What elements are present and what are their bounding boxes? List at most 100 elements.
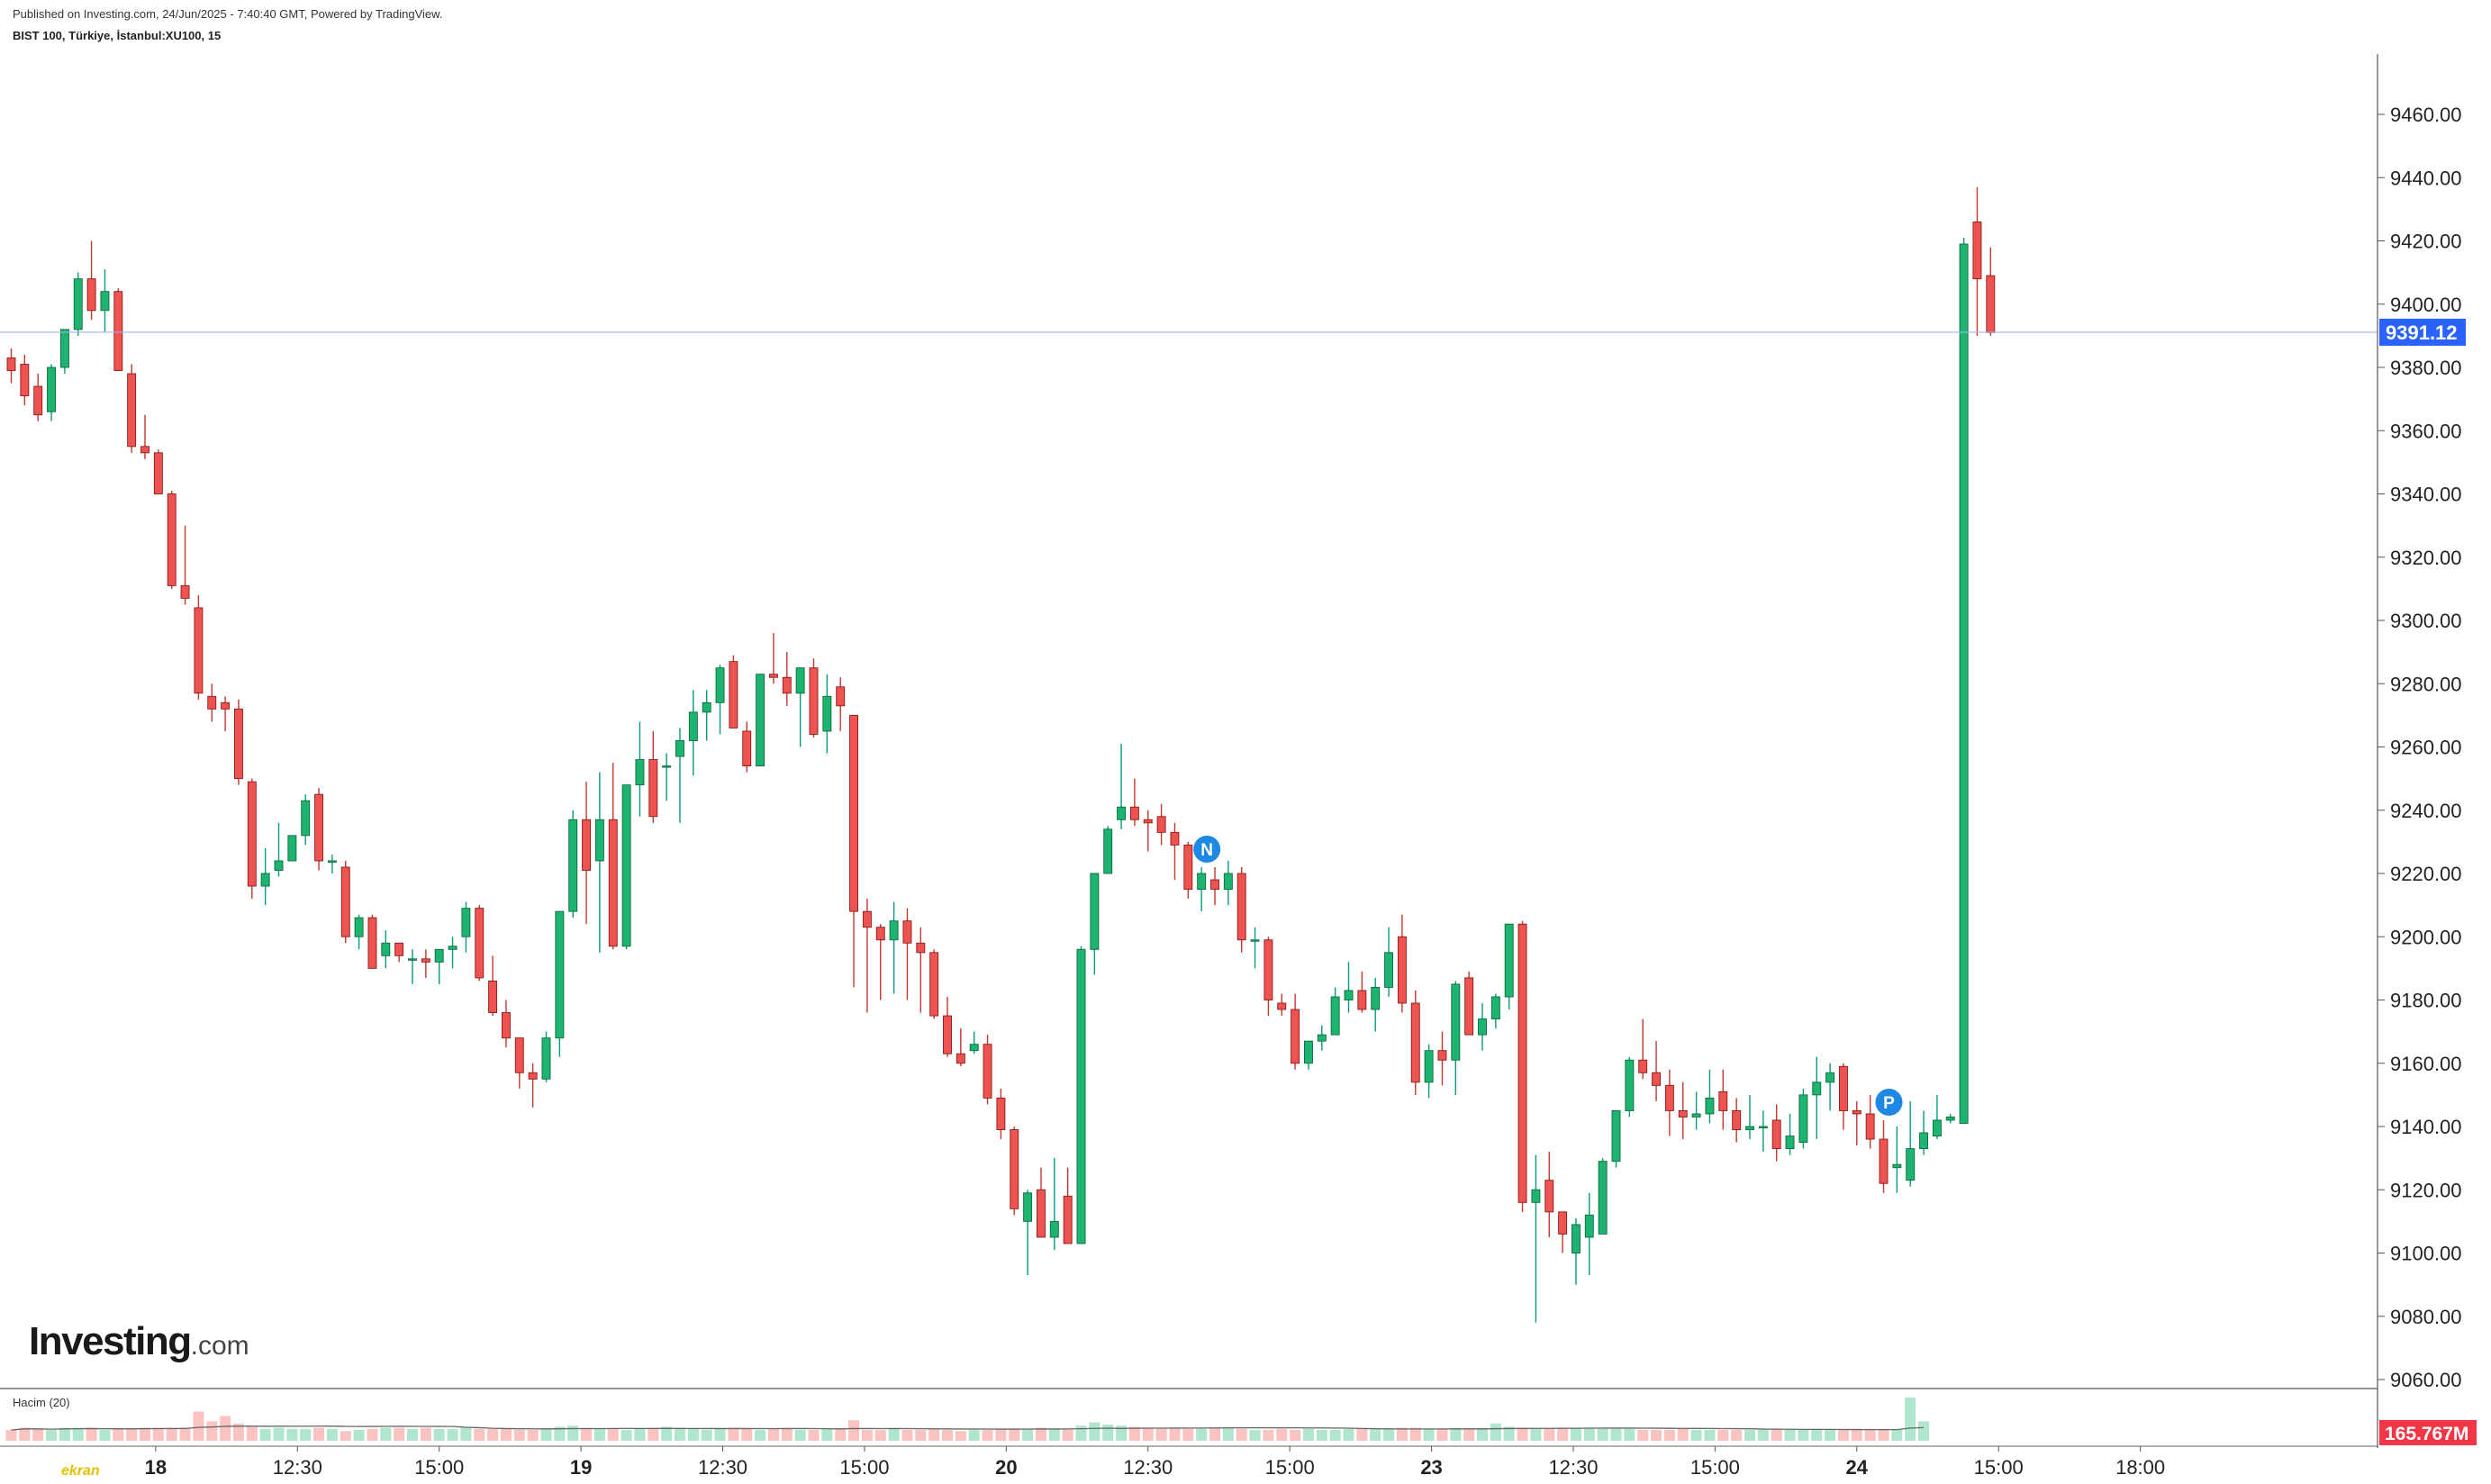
candle-body <box>568 819 578 912</box>
volume-bar <box>1409 1427 1421 1441</box>
candle <box>889 901 899 994</box>
candles-layer <box>6 186 1996 1323</box>
volume-bar <box>1517 1427 1528 1441</box>
candle <box>1945 1113 1955 1124</box>
candle-body <box>1611 1109 1621 1163</box>
volume-bar <box>593 1428 605 1441</box>
volume-bar <box>206 1421 218 1441</box>
candle <box>688 690 698 776</box>
candle <box>314 788 323 871</box>
candle <box>1812 1056 1822 1140</box>
candle <box>1652 1041 1662 1101</box>
candle-body <box>367 917 377 969</box>
volume-bar <box>675 1428 685 1441</box>
candle-body <box>795 667 805 694</box>
volume-bar <box>126 1428 138 1441</box>
candle-body <box>1598 1161 1608 1235</box>
candle-body <box>1143 819 1153 824</box>
candle <box>1129 778 1139 827</box>
candle <box>1517 920 1527 1212</box>
candle-body <box>675 740 684 757</box>
candle <box>1103 826 1113 874</box>
candle-body <box>528 1072 538 1080</box>
candle-body <box>301 800 311 837</box>
volume-bar <box>1731 1430 1743 1441</box>
candle-body <box>1236 873 1246 941</box>
candle <box>1183 841 1193 900</box>
volume-bar <box>326 1428 338 1441</box>
volume-bar <box>1610 1428 1622 1441</box>
volume-bar <box>460 1427 472 1441</box>
candle <box>1986 247 1996 336</box>
candle-body <box>59 329 69 368</box>
volume-bar <box>1263 1430 1274 1441</box>
volume-bar <box>1396 1427 1408 1441</box>
candle <box>408 949 417 984</box>
candle-body <box>1250 939 1260 942</box>
volume-bar <box>728 1427 739 1441</box>
volume-bar <box>1022 1428 1034 1441</box>
candle-body <box>47 366 56 412</box>
volume-bar <box>1463 1428 1475 1441</box>
volume-bar <box>1236 1428 1247 1441</box>
candle-body <box>448 946 457 950</box>
price-tick-label: 9120.00 <box>2390 1179 2462 1201</box>
volume-bar <box>1490 1423 1501 1441</box>
candle-body <box>1745 1126 1754 1130</box>
candle <box>6 348 16 384</box>
candle-body <box>983 1044 992 1099</box>
logo-suffix: .com <box>190 1331 249 1361</box>
candle-body <box>1397 936 1407 1004</box>
candle-body <box>394 942 404 956</box>
candle <box>956 1028 965 1067</box>
candle <box>1036 1167 1046 1238</box>
candle <box>1371 977 1381 1032</box>
time-axis[interactable]: 18 12:30 15:00 19 12:30 15:00 20 12:30 15:00 23 12… <box>0 1445 2378 1479</box>
candle <box>1705 1069 1715 1124</box>
volume-bar <box>848 1420 860 1441</box>
candle <box>1504 923 1514 1010</box>
candle-body <box>621 784 631 947</box>
investing-logo: Investing.com <box>29 1319 249 1364</box>
volume-bar <box>1075 1425 1087 1441</box>
price-tick-label: 9200.00 <box>2390 926 2462 948</box>
volume-bar <box>821 1428 833 1441</box>
candle-body <box>555 910 565 1039</box>
candle <box>127 364 137 453</box>
candle-body <box>594 819 604 862</box>
candle <box>1277 993 1287 1017</box>
candle-body <box>1798 1094 1808 1144</box>
candle <box>1223 860 1233 906</box>
time-tick-label: 20 <box>995 1456 1017 1479</box>
candle-body <box>1317 1034 1327 1042</box>
volume-bar <box>1142 1427 1154 1441</box>
candle-body <box>488 980 498 1014</box>
volume-bar <box>433 1428 445 1441</box>
volume-bar <box>500 1428 512 1441</box>
time-tick-label: 23 <box>1420 1456 1442 1479</box>
volume-bar <box>246 1425 258 1441</box>
time-tick-label: 12:30 <box>698 1456 747 1479</box>
candle <box>1490 993 1500 1029</box>
candle <box>809 658 819 737</box>
candle-body <box>113 291 123 371</box>
candle <box>1691 1091 1701 1130</box>
candle <box>47 364 56 421</box>
candle <box>702 690 711 741</box>
volume-bar <box>259 1428 271 1441</box>
price-axis[interactable]: 9060.00 9080.00 9100.00 9120.00 9140.00 9160.… <box>0 54 2462 1448</box>
volume-bar <box>995 1428 1007 1441</box>
candle <box>1678 1081 1688 1140</box>
candle <box>1451 981 1461 1095</box>
volume-bar <box>1356 1428 1368 1441</box>
candle <box>1932 1094 1942 1140</box>
candle <box>1718 1069 1728 1130</box>
candle-body <box>1544 1180 1554 1213</box>
volume-bar <box>273 1427 285 1441</box>
candle <box>73 272 83 336</box>
candle-body <box>1371 986 1381 1010</box>
volume-bar <box>1035 1427 1046 1441</box>
candle-body <box>20 364 30 397</box>
volume-bar <box>648 1427 659 1441</box>
